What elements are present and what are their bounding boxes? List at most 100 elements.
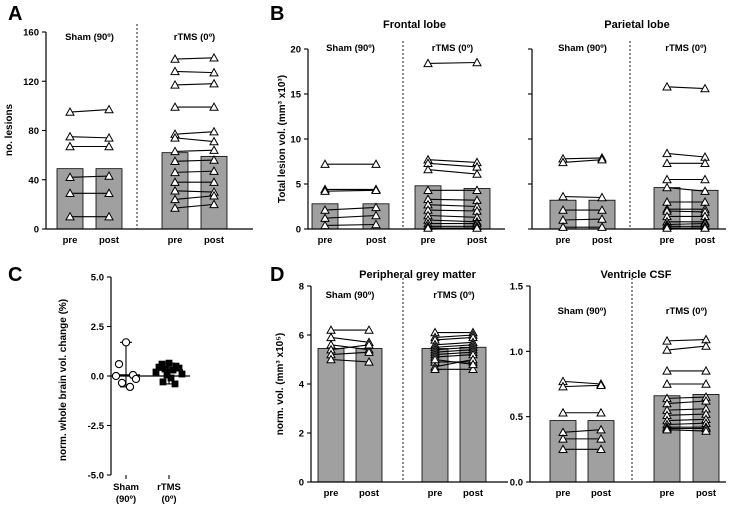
- parietal-point-post: [700, 186, 710, 195]
- pgm-subject-line: [434, 358, 474, 365]
- parietal-point-post: [700, 223, 710, 232]
- lesions-subject-line: [174, 190, 215, 193]
- wholebrain-point-1: [161, 365, 169, 373]
- lesions-point-pre: [170, 79, 180, 89]
- wholebrain-point-0: [117, 378, 127, 388]
- parietal-point-pre: [662, 81, 672, 91]
- parietal-point-pre: [558, 205, 568, 214]
- frontal-point-pre: [423, 164, 433, 174]
- lesions-point-post: [209, 52, 219, 62]
- frontal-y-tick-label: 15: [290, 90, 301, 101]
- ventricle-point-post: [596, 424, 606, 434]
- lesions-point-post: [104, 188, 114, 197]
- ventricle-point-pre: [662, 424, 672, 434]
- frontal-subject-line: [324, 206, 377, 211]
- frontal-point-pre: [423, 223, 433, 232]
- lesions-point-pre: [170, 185, 180, 195]
- lesions-point-pre: [170, 66, 180, 76]
- pgm-y-tick-label: 4: [299, 380, 305, 391]
- pgm-subject-line: [434, 351, 474, 356]
- frontal-subject-line: [427, 162, 478, 168]
- ventricle-chart: Ventricle CSF 0.0 0.5 1.0 1.5 Sham (90º) pre po…: [510, 269, 726, 499]
- panel-label-B: B: [270, 3, 284, 25]
- lesions-chart: Ano. lesions 0 40 80 120 160 Sham (90º) pre post…: [4, 3, 253, 246]
- lesions-subject-line: [174, 159, 215, 162]
- ventricle-point-pre: [662, 344, 672, 354]
- pgm-point-post: [364, 347, 374, 356]
- parietal-point-pre: [558, 222, 568, 231]
- lesions-point-pre: [170, 132, 180, 142]
- ventricle-subject-line: [666, 400, 707, 405]
- lesions-point-pre: [170, 177, 180, 186]
- lesions-subject-line: [174, 137, 215, 143]
- pgm-subject-line: [434, 336, 474, 341]
- ventricle-subject-line: [666, 413, 707, 416]
- frontal-x-label-post-0: post: [366, 235, 387, 246]
- panel-label-A: A: [8, 3, 22, 25]
- parietal-subject-line: [666, 152, 706, 158]
- ventricle-subject-line: [666, 408, 707, 411]
- pgm-subject-line: [434, 341, 474, 346]
- lesions-point-post: [209, 67, 219, 77]
- pgm-point-pre: [430, 364, 440, 373]
- frontal-point-pre: [423, 185, 433, 194]
- parietal-subject-line: [666, 210, 706, 213]
- wholebrain-point-1: [163, 371, 171, 379]
- lesions-point-post: [104, 104, 114, 114]
- ventricle-y-tick-label: 0.0: [510, 478, 523, 489]
- lesions-group-label-0: Sham (90º): [65, 32, 114, 43]
- pgm-subject-line: [330, 351, 370, 356]
- parietal-point-pre: [662, 182, 672, 192]
- lesions-point-post: [209, 177, 219, 186]
- lesions-point-post: [209, 126, 219, 136]
- ventricle-subject-line: [666, 339, 707, 342]
- frontal-subject-line: [427, 214, 478, 218]
- ventricle-point-post: [596, 433, 606, 443]
- frontal-subject-line: [427, 169, 478, 175]
- parietal-subject-line: [562, 157, 603, 160]
- pgm-x-label-pre-1: pre: [428, 488, 443, 499]
- pgm-point-post: [468, 364, 478, 373]
- lesions-y-tick-label: 0: [34, 225, 39, 236]
- wholebrain-x-label-sub-1: (0º): [161, 494, 176, 505]
- parietal-x-label-post-1: post: [695, 235, 716, 246]
- lesions-point-pre: [170, 194, 180, 204]
- ventricle-group-label-0: Sham (90º): [558, 306, 607, 317]
- pgm-chart: D Peripheral grey matter norm. vol. (mm³ x…: [270, 264, 508, 499]
- parietal-point-pre: [662, 148, 672, 158]
- frontal-y-tick-label: 20: [290, 45, 301, 56]
- parietal-group-label-1: rTMS (0º): [665, 43, 706, 54]
- frontal-point-post: [371, 210, 381, 220]
- lesions-point-pre: [65, 131, 75, 141]
- pgm-subject-line: [434, 354, 474, 358]
- lesions-x-label-post-0: post: [99, 235, 120, 246]
- frontal-subject-line: [324, 189, 377, 192]
- parietal-subject-line: [666, 187, 706, 192]
- ventricle-subject-line: [666, 418, 707, 422]
- pgm-point-post: [364, 356, 374, 366]
- ventricle-subject-line: [666, 345, 707, 351]
- lesions-point-post: [104, 141, 114, 151]
- frontal-subject-line: [324, 214, 377, 219]
- parietal-point-pre: [662, 158, 672, 167]
- frontal-point-pre: [423, 58, 433, 68]
- lesions-point-pre: [65, 141, 75, 151]
- parietal-subject-line: [562, 159, 603, 163]
- lesions-x-label-pre-0: pre: [63, 235, 78, 246]
- pgm-y-tick-label: 0: [299, 478, 304, 489]
- pgm-x-label-post-1: post: [463, 488, 484, 499]
- frontal-x-label-post-1: post: [467, 235, 488, 246]
- lesions-point-post: [104, 132, 114, 142]
- ventricle-x-label-post-0: post: [591, 488, 612, 499]
- pgm-title: Peripheral grey matter: [359, 269, 476, 281]
- frontal-chart: B Frontal lobe Total lesion vol. (mm³ x10³…: [270, 3, 505, 246]
- lesions-point-pre: [170, 102, 180, 111]
- ventricle-subject-line: [666, 396, 707, 399]
- lesions-point-pre: [170, 54, 180, 63]
- wholebrain-y-tick-label: 5.0: [91, 273, 104, 284]
- ventricle-point-post: [701, 341, 711, 350]
- lesions-y-tick-label: 120: [23, 77, 39, 88]
- lesions-subject-line: [174, 195, 215, 200]
